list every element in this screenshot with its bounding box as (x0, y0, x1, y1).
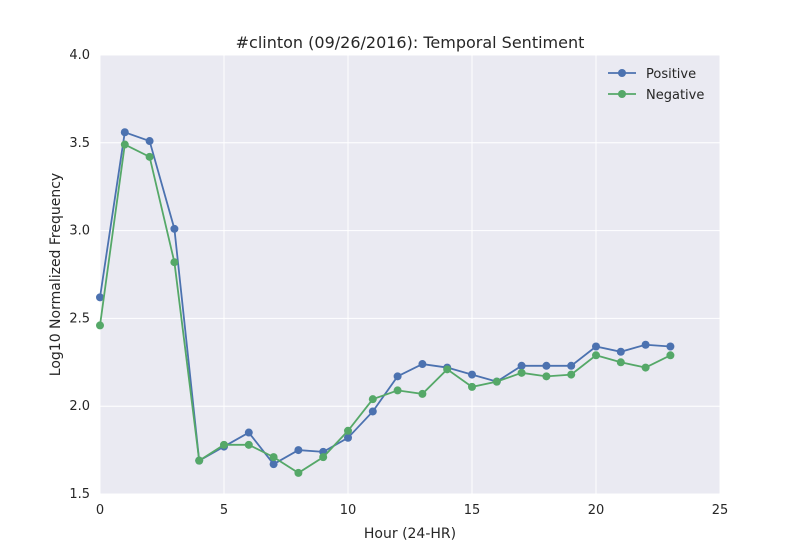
x-tick-label: 0 (96, 503, 104, 518)
data-point (195, 456, 204, 465)
legend-marker (618, 90, 626, 98)
data-point (368, 407, 377, 416)
axis-ticks: 0 5 10 15 20 25 1.5 2.0 2.5 3.0 3.5 4.0 (69, 48, 728, 518)
data-point (443, 365, 452, 374)
data-point (170, 224, 179, 233)
data-point (418, 389, 427, 398)
x-tick-label: 10 (340, 503, 357, 518)
data-point (220, 440, 228, 449)
data-point (666, 342, 675, 351)
series-line (99, 143, 671, 474)
data-point (120, 140, 129, 149)
data-point (616, 347, 625, 356)
legend-item-positive: Positive (608, 67, 696, 82)
data-point (120, 128, 129, 137)
x-tick-label: 20 (588, 503, 605, 518)
data-point (244, 440, 253, 449)
series-negative (96, 140, 675, 477)
data-point (145, 137, 154, 146)
data-point (468, 382, 476, 391)
legend-label: Positive (646, 67, 696, 82)
data-point (344, 426, 352, 435)
series-layer (96, 128, 675, 477)
data-point (468, 370, 476, 379)
chart-title: #clinton (09/26/2016): Temporal Sentimen… (236, 33, 585, 52)
data-point (269, 453, 278, 462)
data-point (269, 460, 278, 469)
y-tick-label: 3.5 (69, 136, 90, 151)
data-point (368, 395, 377, 404)
data-point (666, 351, 675, 360)
data-point (592, 342, 600, 351)
data-point (517, 368, 526, 377)
data-point (294, 446, 303, 455)
data-point (542, 361, 551, 370)
data-point (517, 361, 526, 370)
data-point (616, 358, 625, 367)
data-point (641, 340, 650, 349)
data-point (145, 152, 154, 161)
legend-label: Negative (646, 88, 704, 103)
data-point (393, 386, 402, 395)
x-tick-label: 25 (712, 503, 729, 518)
x-axis-label: Hour (24-HR) (364, 526, 456, 542)
data-point (344, 433, 352, 442)
data-point (294, 468, 303, 477)
data-point (319, 453, 328, 462)
data-point (542, 372, 551, 381)
data-point (492, 377, 501, 386)
y-axis-label: Log10 Normalized Frequency (48, 173, 64, 376)
data-point (567, 370, 576, 379)
data-point (393, 372, 402, 381)
legend: Positive Negative (608, 67, 704, 103)
y-tick-label: 2.0 (69, 399, 90, 414)
gridlines (99, 54, 721, 495)
legend-item-negative: Negative (608, 88, 704, 103)
data-point (96, 321, 104, 330)
data-point (418, 360, 427, 369)
data-point (567, 361, 576, 370)
y-tick-label: 3.0 (69, 224, 90, 239)
plot-area (100, 55, 720, 494)
data-point (96, 293, 104, 302)
data-point (641, 363, 650, 372)
data-point (244, 428, 253, 437)
x-tick-label: 5 (220, 503, 228, 518)
y-tick-label: 4.0 (69, 48, 90, 63)
y-tick-label: 1.5 (69, 487, 90, 502)
legend-marker (618, 69, 626, 77)
y-tick-label: 2.5 (69, 311, 90, 326)
data-point (170, 258, 179, 267)
x-tick-label: 15 (464, 503, 481, 518)
data-point (592, 351, 600, 360)
